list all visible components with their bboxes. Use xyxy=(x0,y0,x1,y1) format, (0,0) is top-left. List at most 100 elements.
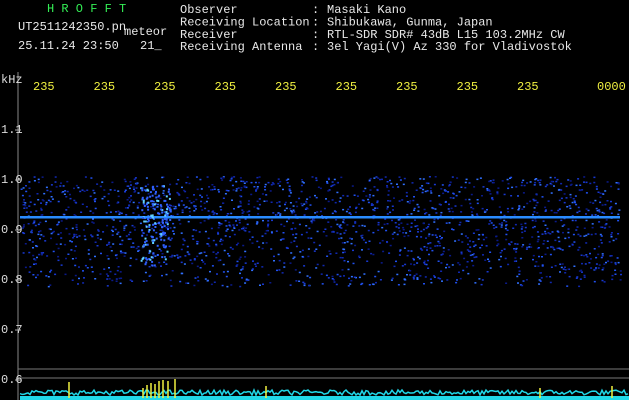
noise-dot xyxy=(465,266,468,268)
noise-dot xyxy=(107,193,110,195)
noise-dot xyxy=(57,255,60,258)
noise-dot xyxy=(460,211,463,213)
noise-dot xyxy=(230,284,233,286)
noise-dot xyxy=(160,265,162,267)
noise-dot xyxy=(33,203,36,206)
noise-dot xyxy=(449,181,452,183)
noise-dot xyxy=(115,254,118,256)
noise-dot xyxy=(314,194,316,197)
noise-dot xyxy=(431,234,434,236)
noise-dot xyxy=(580,254,583,256)
noise-dot xyxy=(468,182,471,184)
noise-dot xyxy=(352,262,355,265)
noise-dot xyxy=(428,253,430,256)
noise-dot xyxy=(518,205,521,207)
noise-dot xyxy=(566,285,569,287)
noise-dot xyxy=(389,179,391,182)
noise-dot xyxy=(385,229,388,232)
noise-dot xyxy=(572,198,575,200)
noise-dot xyxy=(339,256,342,259)
noise-dot xyxy=(343,232,346,234)
time-label: 235 xyxy=(457,80,479,94)
noise-dot xyxy=(336,191,339,194)
noise-dot xyxy=(386,186,389,189)
noise-dot xyxy=(573,241,576,243)
noise-dot xyxy=(36,193,39,195)
meteor-dot xyxy=(141,187,144,190)
noise-dot xyxy=(447,191,450,193)
noise-dot xyxy=(250,181,253,184)
noise-dot xyxy=(92,212,95,214)
noise-dot xyxy=(371,204,374,206)
noise-dot xyxy=(430,192,433,194)
noise-dot xyxy=(390,182,393,185)
noise-dot xyxy=(65,218,68,220)
meteor-dot xyxy=(145,225,148,228)
noise-dot xyxy=(342,221,345,223)
noise-dot xyxy=(193,259,196,261)
noise-dot xyxy=(197,276,199,278)
noise-dot xyxy=(579,278,582,280)
info-separator: : xyxy=(312,15,319,29)
noise-dot xyxy=(339,275,342,278)
noise-dot xyxy=(516,275,519,278)
noise-dot xyxy=(511,207,514,210)
meteor-dot xyxy=(168,193,171,196)
noise-dot xyxy=(571,219,574,222)
noise-dot xyxy=(246,223,249,226)
noise-dot xyxy=(598,221,601,223)
noise-dot xyxy=(416,278,419,280)
noise-dot xyxy=(451,210,454,213)
noise-dot xyxy=(327,190,330,192)
axis-label: 0.9 xyxy=(1,223,23,237)
noise-dot xyxy=(360,283,363,286)
noise-dot xyxy=(545,275,548,278)
noise-dot xyxy=(22,252,25,254)
noise-dot xyxy=(256,187,259,190)
noise-dot xyxy=(368,180,371,182)
noise-dot xyxy=(550,209,553,212)
noise-dot xyxy=(117,190,120,192)
noise-dot xyxy=(328,178,330,181)
noise-dot xyxy=(292,205,295,207)
noise-dot xyxy=(292,222,295,224)
time-label: 235 xyxy=(94,80,116,94)
noise-dot xyxy=(322,264,325,267)
noise-dot xyxy=(292,209,295,211)
noise-dot xyxy=(424,263,427,265)
noise-dot xyxy=(522,280,525,282)
axis-unit: kHz xyxy=(1,73,23,87)
noise-dot xyxy=(517,209,520,211)
noise-dot xyxy=(403,283,406,286)
meteor-dot xyxy=(166,208,169,211)
noise-dot xyxy=(541,256,543,258)
noise-dot xyxy=(425,237,427,239)
noise-dot xyxy=(111,181,114,184)
noise-dot xyxy=(277,212,280,214)
noise-dot xyxy=(355,206,358,209)
noise-dot xyxy=(212,251,215,253)
noise-dot xyxy=(272,212,275,214)
noise-dot xyxy=(361,237,364,239)
noise-dot xyxy=(467,220,470,222)
noise-dot xyxy=(231,248,234,250)
noise-dot xyxy=(589,258,592,260)
noise-dot xyxy=(406,254,409,257)
noise-dot xyxy=(619,279,622,281)
noise-dot xyxy=(557,231,560,233)
noise-dot xyxy=(185,206,188,208)
noise-dot xyxy=(358,255,360,257)
noise-dot xyxy=(207,237,210,240)
meteor-dot xyxy=(150,256,153,259)
noise-dot xyxy=(441,184,444,186)
noise-dot xyxy=(154,266,157,268)
noise-dot xyxy=(441,253,444,255)
noise-dot xyxy=(107,243,110,245)
noise-dot xyxy=(115,278,118,280)
noise-dot xyxy=(179,256,182,258)
noise-dot xyxy=(91,271,94,273)
noise-dot xyxy=(134,217,137,220)
noise-dot xyxy=(110,250,113,252)
noise-dot xyxy=(375,176,378,178)
noise-dot xyxy=(275,230,278,232)
